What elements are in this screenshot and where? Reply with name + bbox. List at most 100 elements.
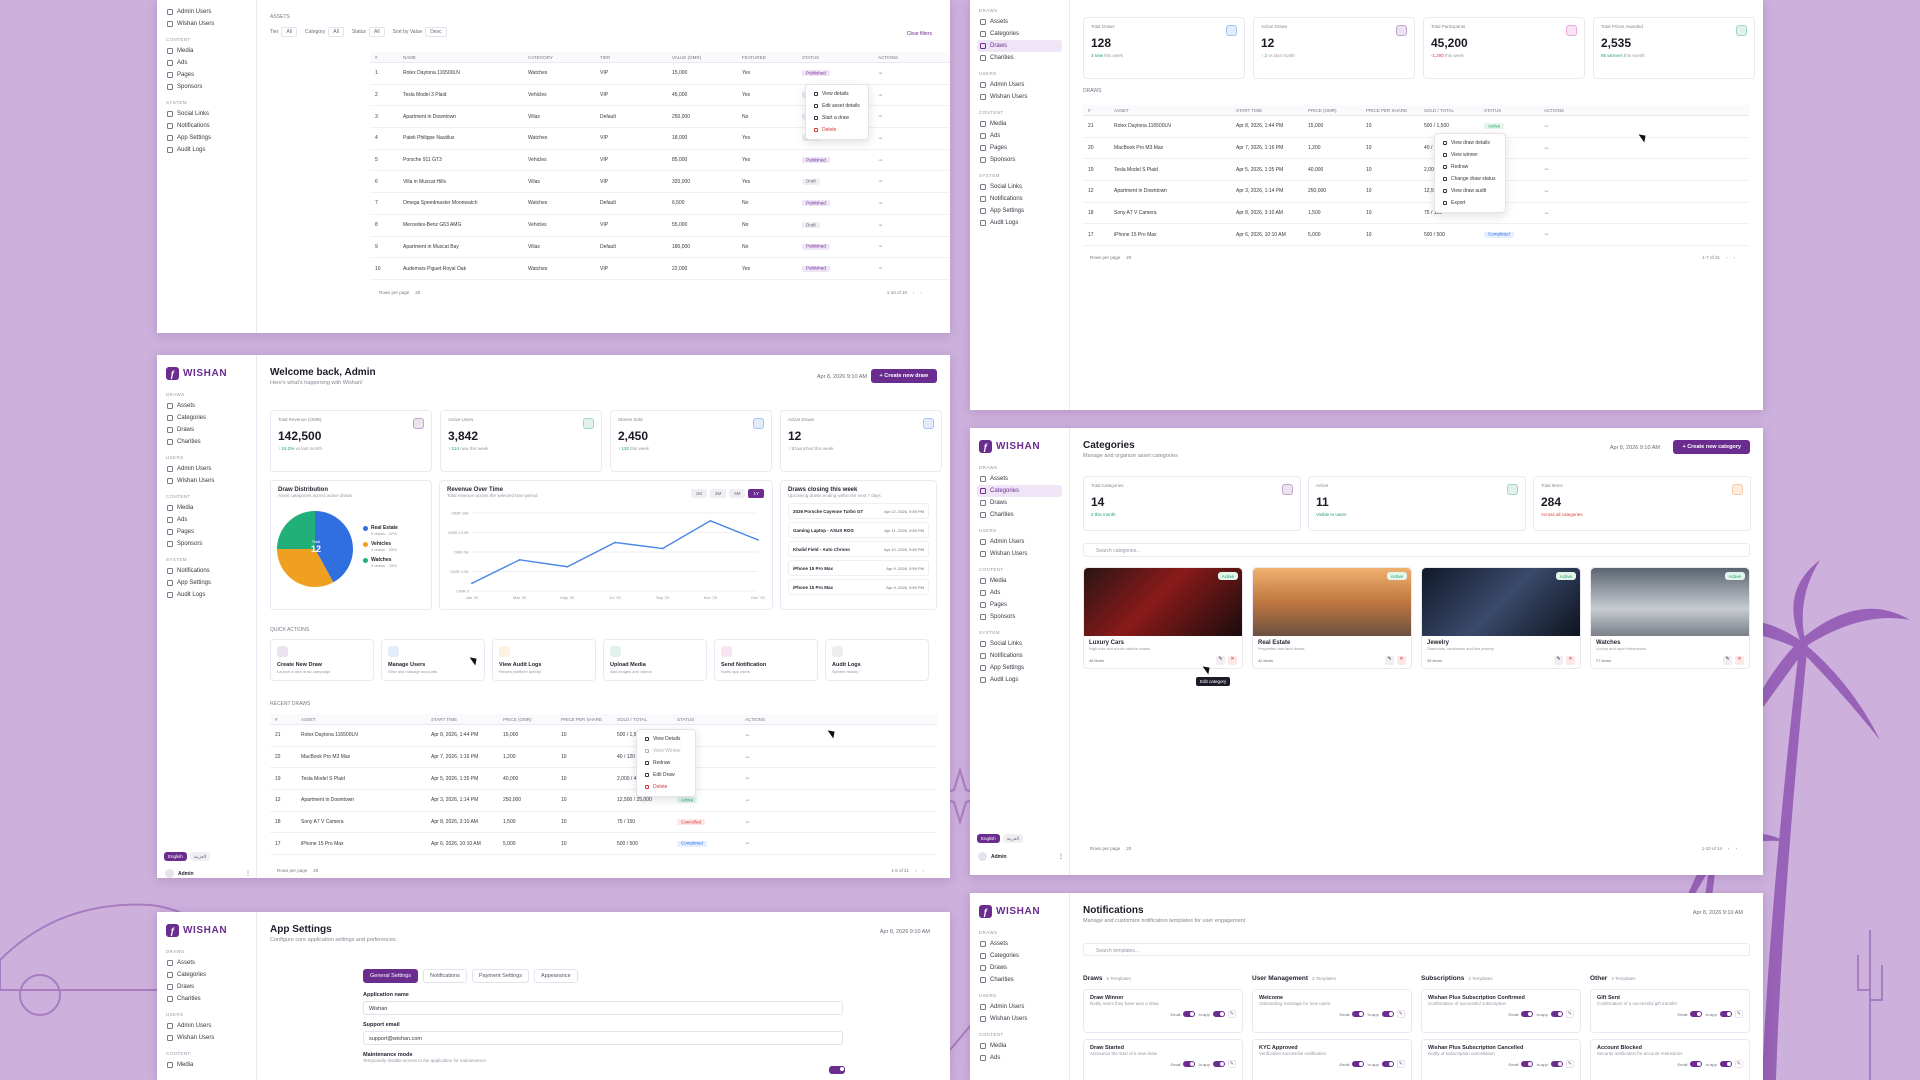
edit-icon[interactable]: ✎ [1227, 1010, 1236, 1018]
next-page-button[interactable]: › [920, 290, 923, 295]
sidebar-item-assets[interactable]: Assets [164, 957, 249, 969]
column-header[interactable]: ASSET [1114, 107, 1129, 113]
closing-item[interactable]: iPhone 15 Pro Max Apr 9, 2026, 9:59 PM [788, 579, 929, 595]
pie-slice-vehicles[interactable] [277, 549, 334, 587]
sidebar-item-pages[interactable]: Pages [164, 69, 249, 81]
more-actions-icon[interactable]: ··· [878, 156, 883, 164]
table-row[interactable]: 17 iPhone 15 Pro Max Apr 6, 2026, 10:10 AM… [270, 833, 937, 856]
sidebar-item-ads[interactable]: Ads [164, 514, 249, 526]
sidebar-item-draws[interactable]: Draws [977, 40, 1062, 52]
sidebar-item-wishan-users[interactable]: Wishan Users [164, 475, 249, 487]
sidebar-item-draws[interactable]: Draws [164, 424, 249, 436]
sidebar-item-categories[interactable]: Categories [164, 969, 249, 981]
sidebar-item-app-settings[interactable]: App Settings [977, 662, 1062, 674]
create-category-button[interactable]: + Create new category [1673, 440, 1750, 454]
menu-item-redraw[interactable]: Redraw [1435, 161, 1505, 173]
sidebar-item-app-settings[interactable]: App Settings [164, 132, 249, 144]
email-toggle[interactable] [1690, 1061, 1703, 1067]
menu-item-edit-asset-details[interactable]: Edit asset details [806, 100, 868, 112]
sidebar-item-charities[interactable]: Charities [977, 509, 1062, 521]
sidebar-item-charities[interactable]: Charities [977, 974, 1062, 986]
sidebar-item-media[interactable]: Media [164, 502, 249, 514]
sidebar-item-app-settings[interactable]: App Settings [977, 205, 1062, 217]
more-actions-icon[interactable]: ··· [1544, 144, 1549, 152]
tab-appearance[interactable]: Appearance [534, 969, 578, 983]
edit-icon[interactable]: ✎ [1734, 1060, 1743, 1068]
more-actions-icon[interactable]: ··· [878, 69, 883, 77]
table-row[interactable]: 12 Apartment in Downtown Apr 3, 2026, 1:14… [270, 790, 937, 812]
sidebar-item-media[interactable]: Media [977, 1040, 1062, 1052]
search-input[interactable]: Search templates... [1083, 943, 1750, 956]
prev-page-button[interactable]: ‹ [1726, 255, 1728, 260]
sidebar-item-pages[interactable]: Pages [164, 526, 249, 538]
menu-item-view-winner[interactable]: View winner [1435, 149, 1505, 161]
category-card[interactable]: Active Jewelry Diamonds, necklaces and fin… [1421, 567, 1581, 669]
closing-item[interactable]: 2026 Porsche Cayenne Turbo GT Apr 12, 202… [788, 503, 929, 519]
filter-select[interactable]: All [281, 27, 297, 37]
table-row[interactable]: 18 Sony A7 V Camera Apr 8, 2026, 3:10 AM 1,… [1083, 203, 1749, 225]
column-header[interactable]: START TIME [431, 716, 458, 722]
filter-1[interactable]: Category All [305, 27, 344, 37]
sidebar-item-categories[interactable]: Categories [977, 950, 1062, 962]
tab-notifications[interactable]: Notifications [422, 969, 467, 983]
edit-icon[interactable]: ✎ [1565, 1060, 1574, 1068]
more-actions-icon[interactable]: ··· [878, 178, 883, 186]
sidebar-item-social-links[interactable]: Social Links [977, 181, 1062, 193]
more-actions-icon[interactable]: ··· [745, 775, 750, 783]
sidebar-item-wishan-users[interactable]: Wishan Users [977, 91, 1062, 103]
sidebar-item-notifications[interactable]: Notifications [977, 193, 1062, 205]
closing-item[interactable]: Khalid Field - Auto Chrono Apr 10, 2026, … [788, 541, 929, 557]
column-header[interactable]: STATUS [1484, 107, 1502, 113]
column-header[interactable]: NAME [403, 54, 417, 60]
category-card[interactable]: Active Watches Luxury and sport timepieces… [1590, 567, 1750, 669]
sidebar-item-media[interactable]: Media [164, 45, 249, 57]
brand-logo[interactable]: ƒ WISHAN [166, 367, 247, 380]
more-actions-icon[interactable]: ··· [1544, 231, 1549, 239]
more-actions-icon[interactable]: ··· [745, 796, 750, 804]
rows-per-page-select[interactable]: 20 [1126, 255, 1132, 260]
filter-select[interactable]: All [369, 27, 385, 37]
inapp-toggle[interactable] [1381, 1061, 1394, 1067]
inapp-toggle[interactable] [1550, 1011, 1563, 1017]
more-actions-icon[interactable]: ··· [878, 265, 883, 273]
sidebar-item-admin-users[interactable]: Admin Users [977, 536, 1062, 548]
inapp-toggle[interactable] [1719, 1011, 1732, 1017]
quick-action-upload-media[interactable]: Upload Media Add images and videos [603, 639, 707, 681]
sidebar-item-categories[interactable]: Categories [164, 412, 249, 424]
rows-per-page-select[interactable]: 20 [313, 868, 319, 873]
prev-page-button[interactable]: ‹ [915, 868, 917, 873]
more-actions-icon[interactable]: ··· [878, 134, 883, 142]
column-header[interactable]: PRICE PER SHARE [561, 716, 603, 722]
email-toggle[interactable] [1521, 1011, 1534, 1017]
sidebar-item-ads[interactable]: Ads [977, 587, 1062, 599]
menu-item-start-a-draw[interactable]: Start a draw [806, 112, 868, 124]
range-tab[interactable]: 3M [709, 489, 727, 498]
closing-item[interactable]: iPhone 15 Pro Max Apr 9, 2026, 9:59 PM [788, 560, 929, 576]
next-page-button[interactable]: › [1735, 846, 1738, 851]
edit-icon[interactable]: ✎ [1734, 1010, 1743, 1018]
app-name-input[interactable]: Wishan [363, 1001, 843, 1015]
column-header[interactable]: PRICE PER SHARE [1366, 107, 1408, 113]
table-row[interactable]: 8 Mercedes-Benz G63 AMG Vehicles VIP 55,000 N… [370, 215, 950, 237]
inapp-toggle[interactable] [1719, 1061, 1732, 1067]
notification-template[interactable]: Draw Winner Notify users they have won a … [1083, 989, 1243, 1033]
lang-arabic-button[interactable]: العربية [1002, 834, 1024, 843]
more-actions-icon[interactable]: ··· [878, 91, 883, 99]
email-toggle[interactable] [1521, 1061, 1534, 1067]
column-header[interactable]: STATUS [677, 716, 695, 722]
table-row[interactable]: 5 Porsche 911 GT3 Vehicles VIP 85,000 Yes Publ… [370, 150, 950, 172]
column-header[interactable]: PRICE (OMR) [503, 716, 532, 722]
brand-logo[interactable]: ƒ WISHAN [166, 924, 247, 937]
filter-3[interactable]: Sort by Value Desc [393, 27, 447, 37]
sidebar-item-sponsors[interactable]: Sponsors [977, 154, 1062, 166]
column-header[interactable]: # [275, 716, 278, 722]
notification-template[interactable]: Wishan Plus Subscription Confirmed Confir… [1421, 989, 1581, 1033]
notification-template[interactable]: KYC Approved Verification successful noti… [1252, 1039, 1412, 1080]
more-actions-icon[interactable]: ··· [745, 731, 750, 739]
sidebar-item-categories[interactable]: Categories [977, 485, 1062, 497]
table-row[interactable]: 19 Tesla Model S Plaid Apr 5, 2026, 1:35 P… [1083, 159, 1749, 182]
table-row[interactable]: 22 MacBook Pro M3 Max Apr 7, 2026, 1:16 PM… [270, 747, 937, 769]
column-header[interactable]: ASSET [301, 716, 316, 722]
data-point[interactable] [757, 538, 759, 541]
tab-general-settings[interactable]: General Settings [363, 969, 418, 983]
